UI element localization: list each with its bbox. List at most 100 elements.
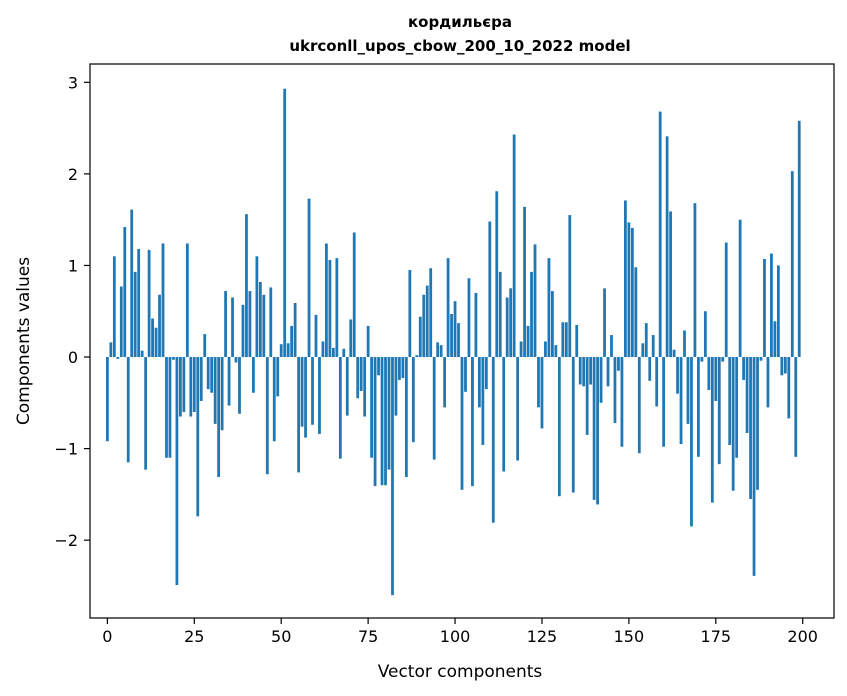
bar-140: [592, 357, 596, 500]
bar-134: [571, 357, 575, 493]
bar-105: [471, 357, 474, 487]
bar-177: [721, 357, 725, 362]
bar-1: [109, 342, 113, 358]
bar-75: [366, 325, 370, 358]
bar-165: [679, 357, 683, 445]
bar-100: [453, 301, 457, 358]
bar-33: [220, 357, 224, 431]
bar-115: [505, 297, 509, 358]
bar-47: [269, 287, 273, 358]
bar-167: [686, 357, 690, 424]
bar-16: [161, 243, 165, 358]
y-tick-label--2: −2: [54, 531, 78, 550]
bar-149: [624, 200, 627, 358]
bar-189: [763, 259, 766, 358]
x-axis-label: Vector components: [378, 662, 543, 682]
bar-50: [279, 344, 283, 358]
bar-132: [564, 322, 568, 358]
bar-29: [206, 357, 210, 390]
bar-74: [363, 357, 367, 417]
bar-109: [484, 357, 488, 390]
bar-42: [252, 357, 255, 393]
bar-13: [151, 318, 154, 358]
bar-41: [248, 291, 252, 358]
bar-69: [345, 357, 349, 416]
bar-128: [551, 291, 554, 358]
bar-145: [610, 335, 613, 358]
bar-171: [700, 357, 704, 362]
bar-150: [627, 222, 631, 358]
bar-38: [238, 357, 241, 414]
bar-162: [669, 211, 672, 358]
bar-80: [384, 357, 387, 486]
bar-174: [710, 357, 714, 503]
bar-18: [168, 357, 172, 458]
bar-118: [516, 357, 520, 461]
bar-199: [797, 120, 801, 358]
bar-84: [398, 357, 401, 380]
plot-area-frame: [89, 63, 835, 619]
bar-144: [606, 357, 610, 387]
bar-20: [175, 357, 179, 586]
bar-7: [130, 209, 134, 358]
bar-125: [540, 357, 544, 429]
bar-8: [133, 271, 137, 358]
x-tick-label-50: 50: [271, 627, 291, 646]
bar-39: [241, 304, 245, 358]
bar-196: [787, 357, 791, 419]
chart-title-line2: ukrconll_upos_cbow_200_10_2022 model: [289, 37, 630, 55]
bar-195: [783, 357, 787, 374]
bar-141: [596, 357, 599, 505]
bar-156: [648, 357, 652, 381]
bar-153: [637, 357, 641, 454]
bar-99: [450, 313, 453, 358]
bar-17: [165, 357, 168, 458]
bar-70: [349, 319, 353, 358]
bar-148: [620, 357, 624, 447]
x-axis-ticks: 0 25 50 75 100 125 150 175 200: [102, 618, 818, 646]
bar-146: [613, 357, 617, 423]
bar-95: [436, 342, 440, 358]
bar-187: [756, 357, 759, 490]
bar-120: [523, 206, 526, 358]
bar-129: [554, 345, 558, 358]
bar-10: [140, 350, 144, 358]
bar-58: [307, 198, 311, 358]
bar-77: [373, 357, 377, 487]
bar-181: [735, 357, 739, 458]
bar-57: [304, 357, 307, 438]
bar-30: [210, 357, 214, 393]
bar-5: [123, 227, 127, 358]
bar-198: [794, 357, 798, 457]
bar-76: [370, 357, 373, 458]
bar-104: [467, 278, 471, 358]
bar-3: [116, 357, 120, 359]
bar-138: [585, 357, 589, 435]
bar-22: [182, 357, 186, 412]
bar-160: [662, 357, 666, 447]
bar-127: [547, 258, 551, 358]
bar-122: [530, 271, 533, 358]
bar-19: [172, 357, 175, 360]
bar-136: [578, 357, 582, 385]
bar-151: [630, 227, 634, 358]
x-tick-label-125: 125: [527, 627, 558, 646]
bar-157: [651, 335, 655, 358]
bar-163: [672, 349, 676, 358]
bar-59: [311, 357, 314, 425]
bar-23: [185, 243, 189, 358]
bar-54: [293, 303, 297, 358]
bar-154: [641, 343, 645, 358]
bar-34: [224, 291, 227, 358]
bar-11: [144, 357, 148, 470]
bar-172: [703, 311, 707, 358]
bar-170: [697, 357, 700, 457]
bar-92: [425, 285, 429, 358]
y-tick-label-2: 2: [68, 165, 78, 184]
bar-113: [498, 271, 502, 358]
bar-6: [126, 357, 130, 463]
bar-46: [265, 357, 269, 475]
bar-180: [731, 357, 735, 491]
bar-2: [112, 256, 116, 358]
